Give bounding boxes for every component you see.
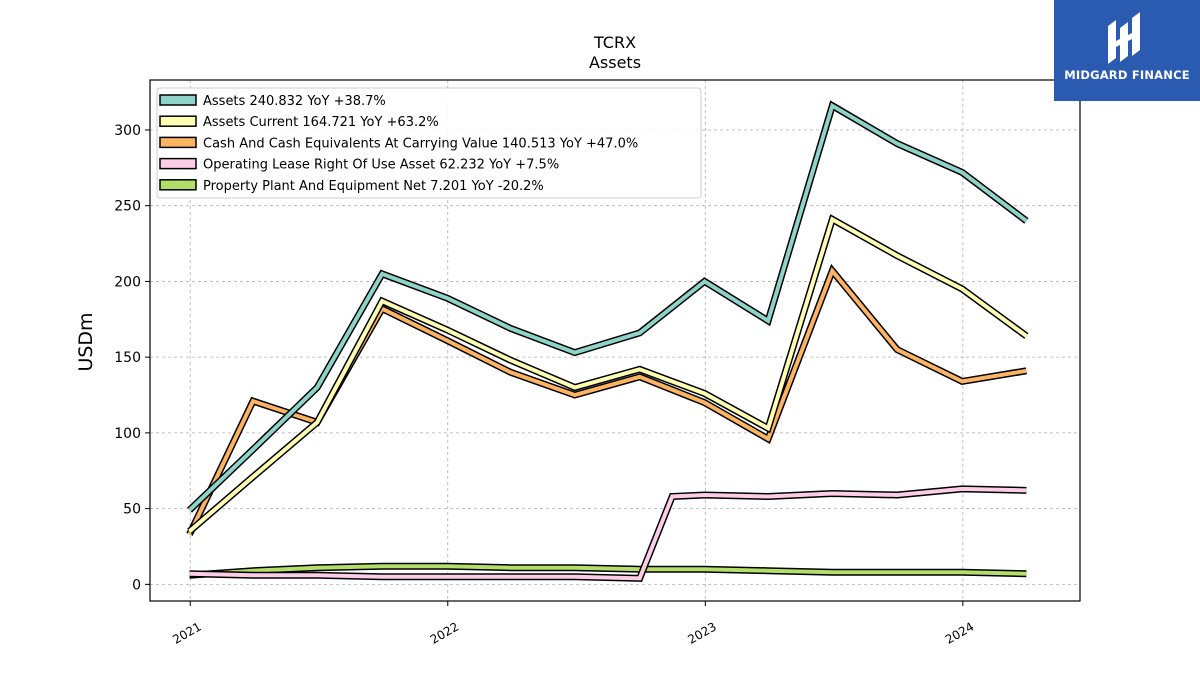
- series-line: [189, 485, 1027, 582]
- legend-label: Assets Current 164.721 YoY +63.2%: [203, 115, 439, 130]
- legend-label: Property Plant And Equipment Net 7.201 Y…: [203, 179, 544, 194]
- series-line-stroke: [188, 102, 1028, 512]
- series-line: [189, 562, 1027, 579]
- series-line-stroke: [188, 216, 1028, 533]
- y-axis: 0 50 100 150 200 250 300: [114, 123, 150, 593]
- midgard-logo-icon: [1108, 12, 1140, 64]
- series-line-stroke: [189, 486, 1027, 581]
- legend-swatch: [159, 157, 197, 170]
- legend: Assets 240.832 YoY +38.7% Assets Current …: [156, 87, 702, 199]
- legend-label: Assets 240.832 YoY +38.7%: [203, 94, 386, 109]
- plot-frame: [149, 79, 1081, 602]
- legend-label: Operating Lease Right Of Use Asset 62.23…: [203, 158, 559, 173]
- chart-title: TCRX: [593, 33, 636, 52]
- x-tick-label: 2021: [170, 619, 203, 646]
- brand-badge: MIDGARD FINANCE: [1054, 0, 1200, 101]
- series-line-outline: [187, 214, 1029, 534]
- y-tick-label: 300: [114, 123, 141, 139]
- series-line: [187, 214, 1029, 534]
- legend-swatch: [159, 115, 197, 127]
- legend-label: Cash And Cash Equivalents At Carrying Va…: [203, 136, 638, 151]
- legend-box: [156, 87, 702, 199]
- legend-swatch: [159, 136, 197, 149]
- series-line-stroke: [189, 564, 1027, 578]
- y-tick-label: 200: [114, 274, 141, 290]
- x-axis: 2021 2022 2023 2024: [170, 601, 976, 647]
- series-line: [187, 100, 1029, 513]
- y-tick-label: 150: [114, 350, 141, 366]
- brand-name: MIDGARD FINANCE: [1064, 68, 1190, 82]
- y-axis-label: USDm: [75, 312, 97, 371]
- y-tick-label: 100: [114, 426, 141, 442]
- x-tick-label: 2023: [685, 619, 718, 646]
- y-tick-label: 250: [114, 199, 141, 215]
- legend-swatch: [159, 179, 197, 191]
- x-tick-label: 2022: [428, 619, 461, 646]
- y-tick-label: 50: [123, 502, 141, 518]
- chart-subtitle: Assets: [589, 53, 641, 72]
- legend-swatch: [159, 94, 197, 106]
- y-tick-label: 0: [132, 577, 141, 593]
- x-tick-label: 2024: [943, 619, 976, 646]
- plot-lines: [186, 100, 1029, 582]
